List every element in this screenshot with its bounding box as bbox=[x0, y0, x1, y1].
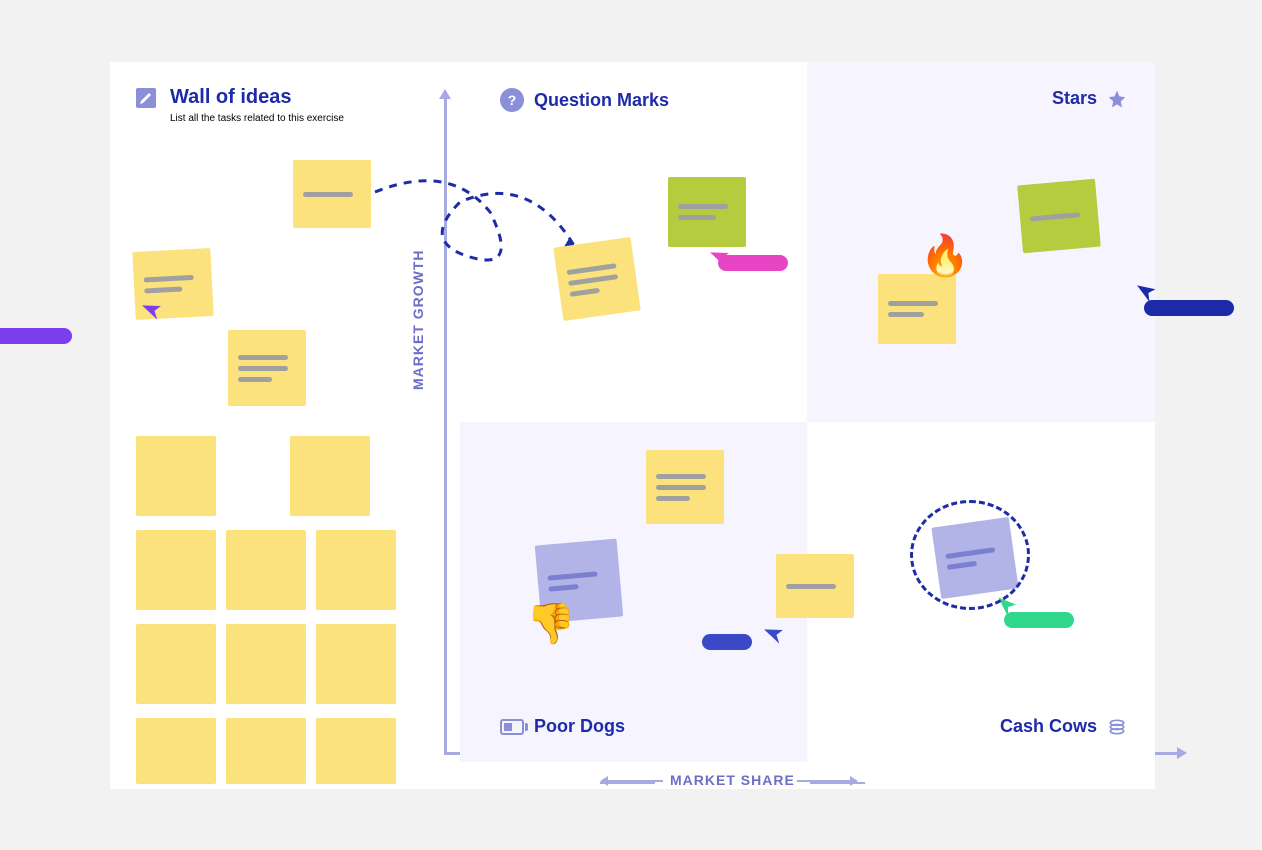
sticky-note[interactable] bbox=[878, 274, 956, 344]
sticky-note[interactable] bbox=[293, 160, 371, 228]
matrix-grid: ? Question Marks Stars Poor Dogs Cash Co… bbox=[420, 62, 1155, 789]
sidebar-title: Wall of ideas bbox=[170, 86, 344, 109]
user-cursor bbox=[142, 298, 166, 327]
dashed-circle-highlight bbox=[910, 500, 1030, 610]
sticky-note[interactable] bbox=[136, 624, 216, 704]
quadrant-poor-dogs[interactable] bbox=[460, 422, 807, 762]
edit-icon bbox=[134, 86, 158, 110]
sticky-note[interactable] bbox=[228, 330, 306, 406]
sticky-note[interactable] bbox=[553, 237, 641, 321]
sticky-note[interactable] bbox=[290, 436, 370, 516]
label-stars: Stars bbox=[1052, 88, 1127, 109]
bcg-matrix-canvas: Wall of ideas List all the tasks related… bbox=[110, 62, 1155, 789]
sticky-note[interactable] bbox=[136, 718, 216, 784]
quadrant-question-marks[interactable] bbox=[460, 62, 807, 422]
sticky-note[interactable] bbox=[226, 624, 306, 704]
sticky-note[interactable] bbox=[316, 718, 396, 784]
sticky-note[interactable] bbox=[1017, 179, 1101, 254]
sticky-note[interactable] bbox=[316, 530, 396, 610]
user-cursor bbox=[1136, 280, 1160, 309]
label-question-marks: ? Question Marks bbox=[500, 88, 669, 112]
coins-icon bbox=[1107, 717, 1127, 737]
sticky-note[interactable] bbox=[646, 450, 724, 524]
sticky-note[interactable] bbox=[226, 718, 306, 784]
sidebar-subtitle: List all the tasks related to this exerc… bbox=[170, 113, 344, 124]
sticky-note[interactable] bbox=[136, 530, 216, 610]
quadrant-stars[interactable] bbox=[807, 62, 1155, 422]
sticky-note[interactable] bbox=[226, 530, 306, 610]
star-icon bbox=[1107, 89, 1127, 109]
label-poor-dogs: Poor Dogs bbox=[500, 716, 625, 737]
thumbs-down-icon: 👎 bbox=[526, 600, 576, 647]
sticky-note[interactable] bbox=[668, 177, 746, 247]
sticky-note[interactable] bbox=[316, 624, 396, 704]
user-cursor bbox=[764, 622, 788, 651]
fire-icon: 🔥 bbox=[920, 232, 970, 279]
user-cursor bbox=[710, 245, 734, 274]
label-cash-cows: Cash Cows bbox=[1000, 716, 1127, 737]
battery-icon bbox=[500, 719, 524, 735]
question-icon: ? bbox=[500, 88, 524, 112]
sticky-note[interactable] bbox=[136, 436, 216, 516]
sticky-note[interactable] bbox=[776, 554, 854, 618]
